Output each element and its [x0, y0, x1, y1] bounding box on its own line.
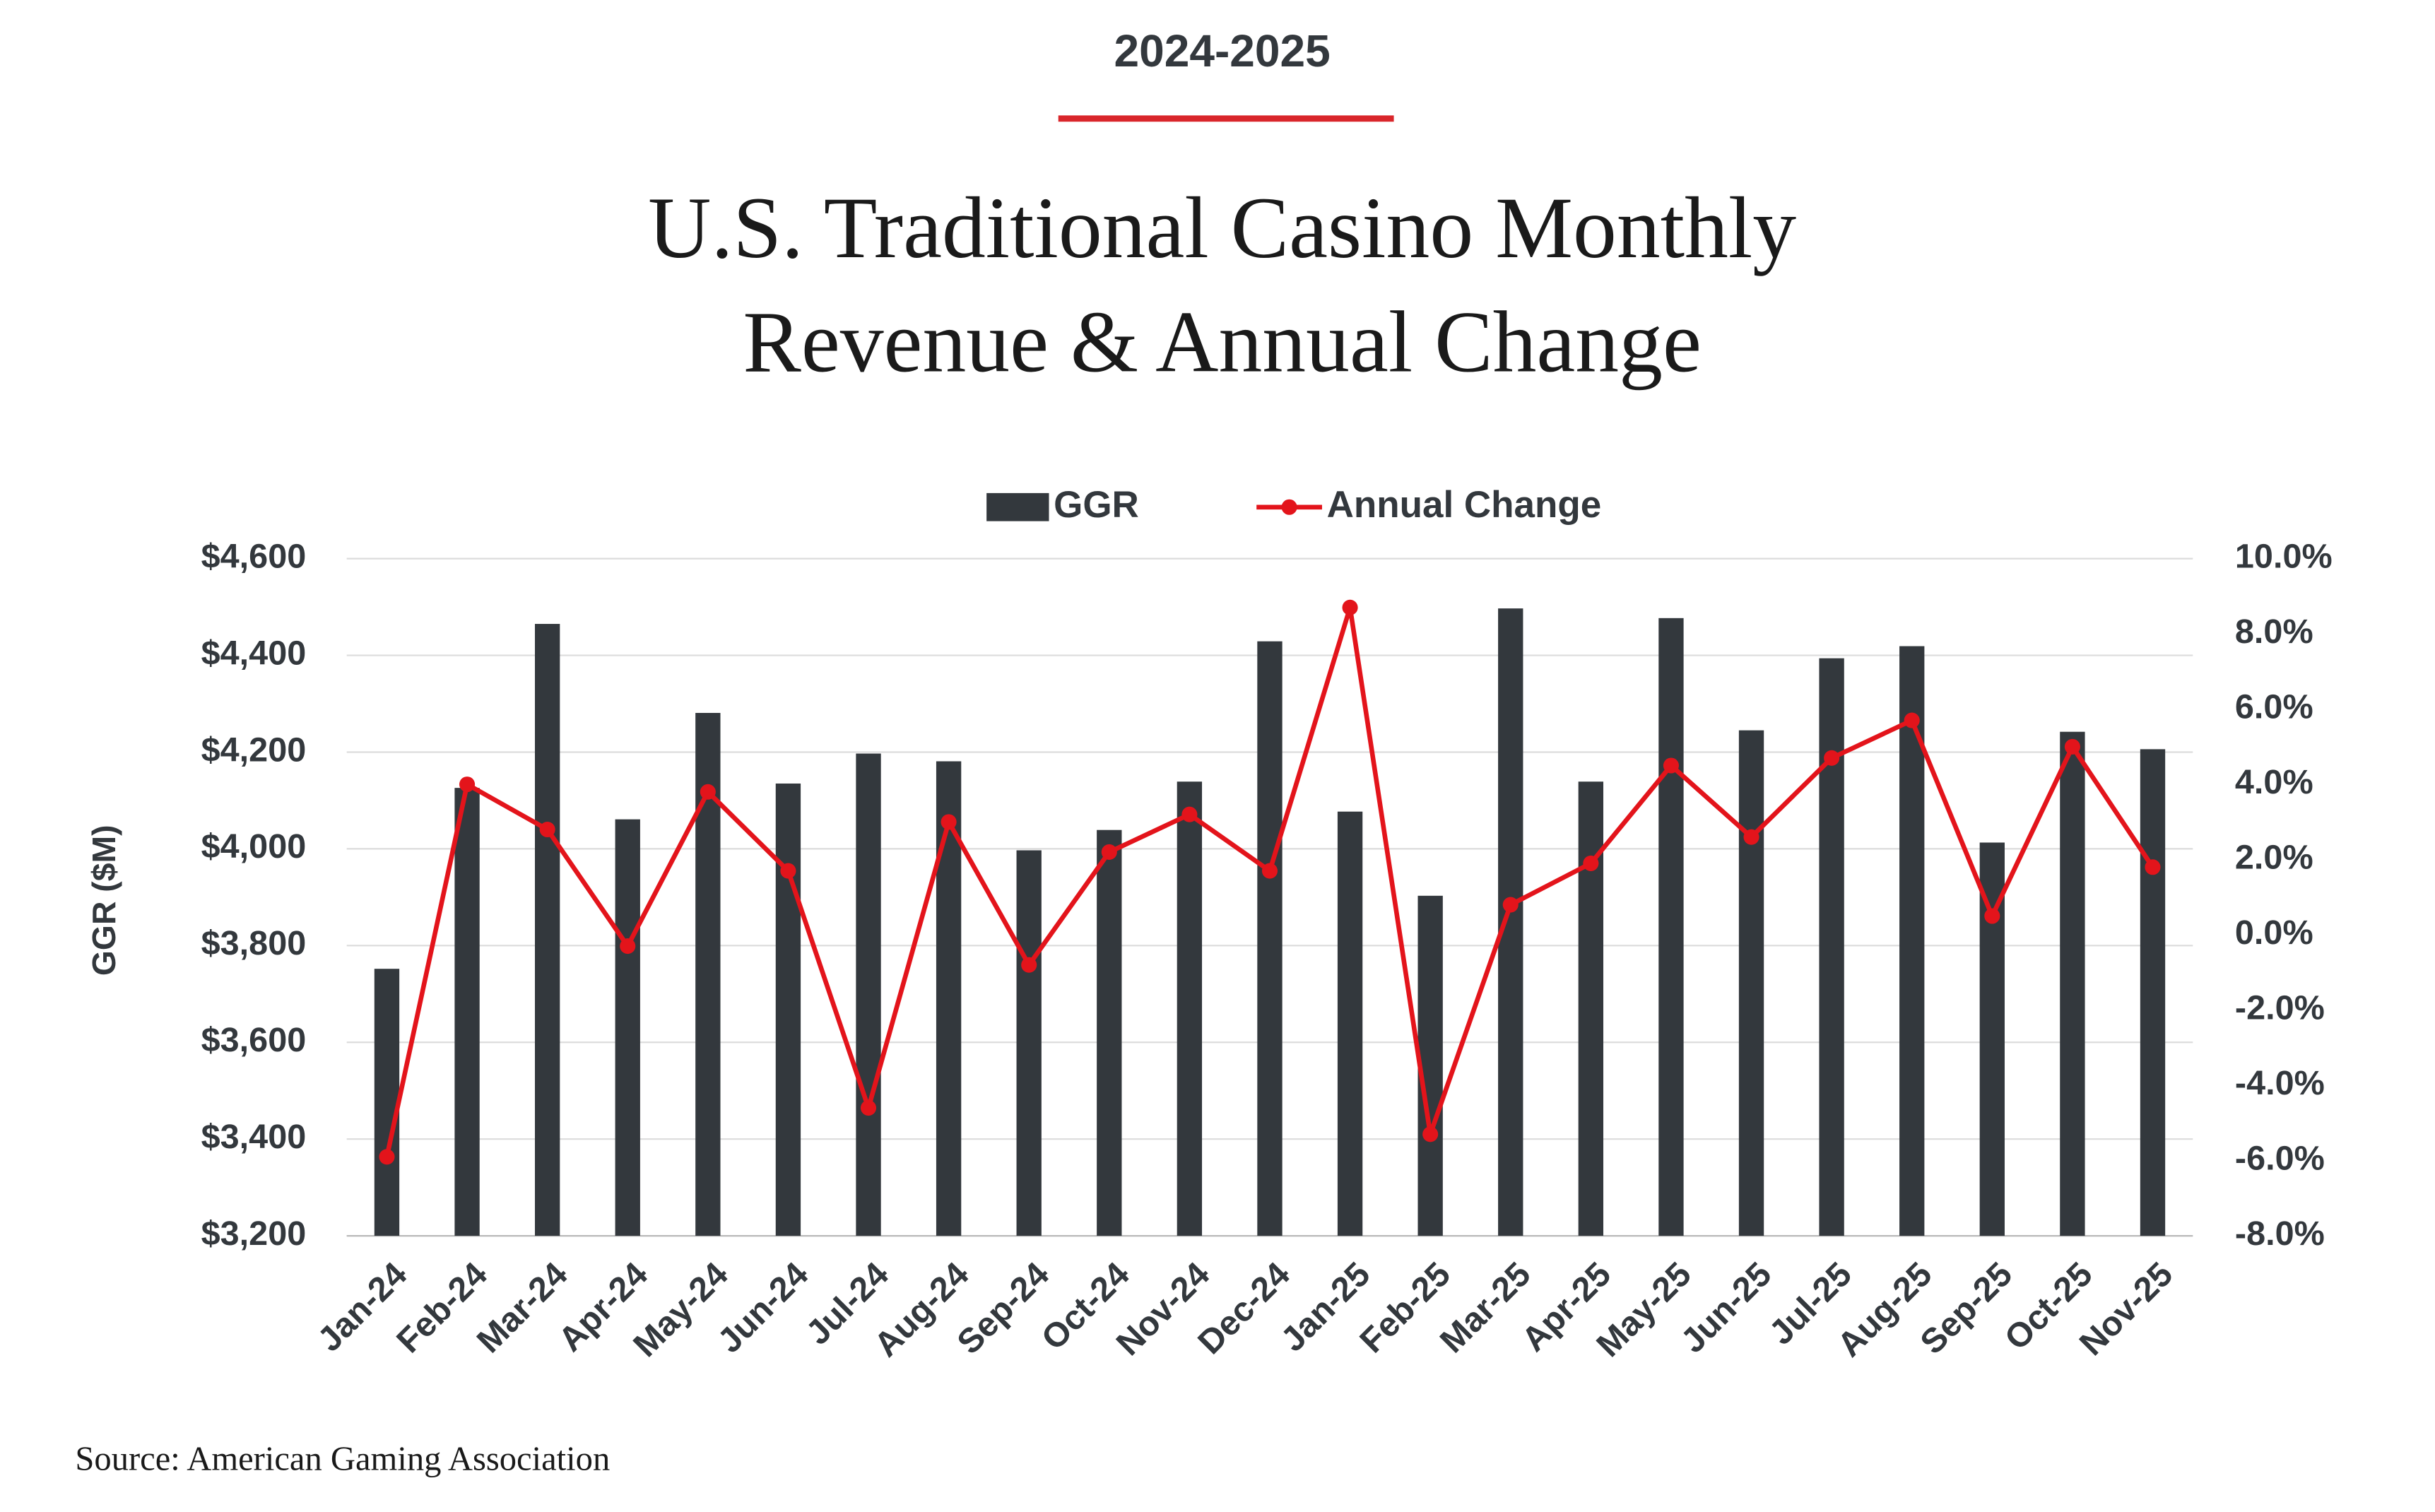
bar — [856, 753, 881, 1236]
y2-tick-label: 10.0% — [2235, 537, 2333, 575]
bar — [615, 819, 640, 1236]
source: Source: American Gaming Association — [75, 1439, 610, 1477]
line-marker — [2145, 859, 2161, 875]
bar — [534, 624, 560, 1236]
bar — [1498, 608, 1523, 1236]
line-marker — [1743, 829, 1759, 845]
y2-tick-label: 2.0% — [2235, 838, 2313, 876]
y-tick-label: $3,600 — [201, 1021, 307, 1059]
x-tick-label: Feb-24 — [389, 1255, 495, 1360]
bar — [374, 969, 400, 1236]
line-marker — [1904, 712, 1920, 728]
x-tick-label: Feb-25 — [1352, 1255, 1458, 1360]
line-marker — [1824, 750, 1840, 766]
chart-title: Revenue & Annual Change — [743, 293, 1701, 390]
y2-tick-label: -8.0% — [2235, 1215, 2325, 1253]
line-marker — [1422, 1126, 1439, 1142]
legend-label: GGR — [1054, 484, 1139, 526]
y-tick-label: $4,200 — [201, 731, 307, 769]
bar — [1658, 618, 1684, 1236]
line-marker — [1021, 957, 1037, 973]
legend-swatch — [986, 492, 1049, 521]
line-marker — [539, 821, 555, 838]
bar — [1738, 730, 1764, 1236]
x-tick-label: Jun-25 — [1674, 1255, 1779, 1360]
bar — [1097, 829, 1122, 1236]
line-marker — [860, 1100, 877, 1116]
line-marker — [780, 863, 796, 879]
bar — [1819, 658, 1844, 1236]
line-marker — [2064, 738, 2080, 755]
legend-swatch — [1281, 499, 1297, 515]
line-marker — [941, 814, 957, 830]
bar — [1899, 646, 1925, 1236]
bar — [2060, 731, 2085, 1236]
y2-tick-label: 4.0% — [2235, 763, 2313, 801]
y-tick-label: $3,200 — [201, 1215, 307, 1253]
y2-tick-label: 6.0% — [2235, 687, 2313, 726]
line-marker — [1261, 863, 1278, 879]
line-marker — [1583, 855, 1599, 871]
y2-tick-label: -2.0% — [2235, 988, 2325, 1027]
bar — [1177, 781, 1203, 1236]
bar — [775, 783, 801, 1236]
line-marker — [1101, 844, 1117, 861]
bar — [454, 788, 480, 1236]
y-tick-label: $4,600 — [201, 537, 307, 575]
chart-title: U.S. Traditional Casino Monthly — [648, 179, 1796, 276]
line-marker — [1984, 908, 2000, 924]
line-marker — [1342, 599, 1358, 615]
y-tick-label: $3,400 — [201, 1118, 307, 1156]
x-tick-label: Mar-25 — [1433, 1255, 1538, 1360]
bar — [1016, 850, 1042, 1236]
bar — [2140, 749, 2166, 1236]
line-marker — [700, 784, 716, 800]
bar — [936, 761, 962, 1236]
bar — [1257, 641, 1283, 1236]
line-marker — [459, 776, 476, 793]
y-tick-label: $4,000 — [201, 827, 307, 866]
y2-tick-label: 8.0% — [2235, 613, 2313, 651]
y-tick-label: $3,800 — [201, 924, 307, 962]
y-axis-label: GGR ($M) — [86, 825, 122, 976]
line-marker — [379, 1149, 395, 1165]
y2-tick-label: 0.0% — [2235, 914, 2313, 952]
y2-tick-label: -6.0% — [2235, 1139, 2325, 1177]
legend-label: Annual Change — [1327, 484, 1602, 526]
x-tick-label: Mar-24 — [470, 1255, 575, 1360]
y2-tick-label: -4.0% — [2235, 1064, 2325, 1102]
bar — [1337, 811, 1363, 1236]
x-tick-label: Jun-24 — [710, 1255, 815, 1360]
header: 2024-2025 — [1114, 25, 1331, 76]
line-marker — [1502, 897, 1519, 913]
line-marker — [1663, 757, 1679, 774]
line-marker — [1181, 806, 1198, 822]
y-tick-label: $4,400 — [201, 634, 307, 672]
bar — [1979, 842, 2005, 1236]
line-marker — [620, 938, 636, 955]
